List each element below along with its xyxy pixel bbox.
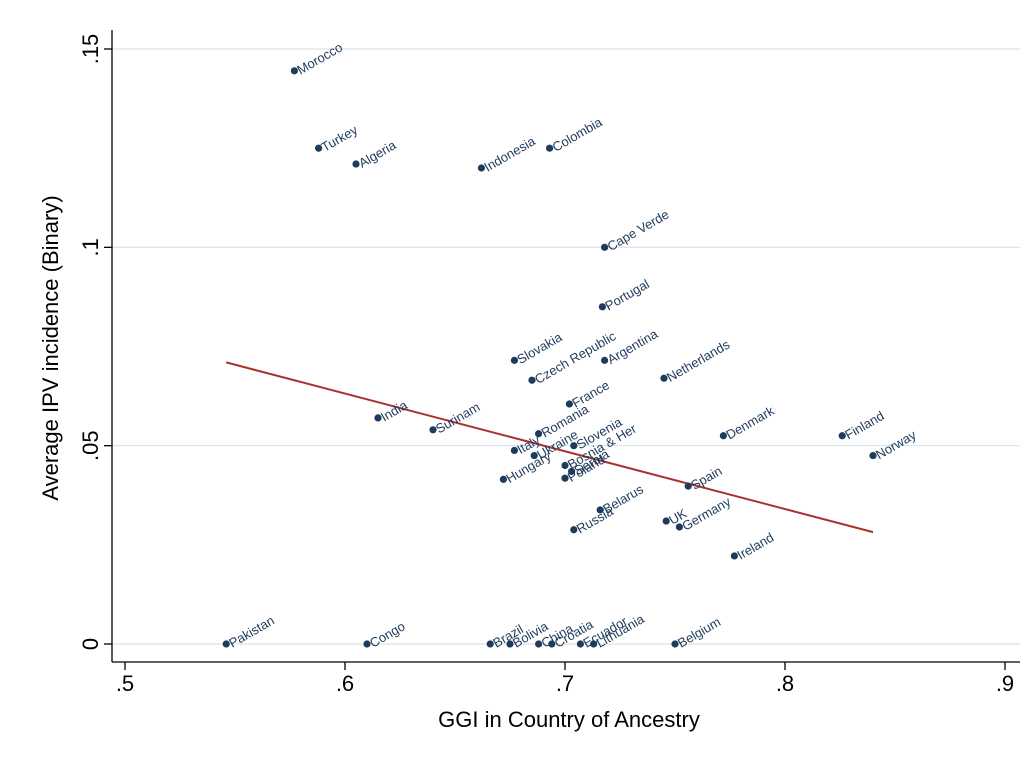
data-point — [486, 640, 494, 648]
data-point — [596, 506, 604, 514]
data-point — [352, 160, 360, 168]
data-point — [315, 144, 323, 152]
data-point — [530, 451, 538, 460]
y-tick-label: .05 — [78, 430, 103, 461]
data-point — [561, 474, 569, 482]
data-point — [869, 451, 877, 460]
data-point — [429, 426, 437, 434]
data-point — [535, 640, 543, 648]
y-axis-title: Average IPV incidence (Binary) — [38, 195, 63, 500]
x-axis-title: GGI in Country of Ancestry — [438, 707, 700, 732]
y-tick-label: .1 — [78, 238, 103, 256]
data-point — [561, 461, 569, 470]
fit-line — [225, 361, 874, 534]
data-point — [546, 144, 554, 152]
data-point — [730, 552, 739, 560]
data-point — [576, 640, 585, 648]
data-point — [660, 374, 668, 382]
data-point — [719, 432, 728, 440]
y-tick-label: .15 — [78, 34, 103, 65]
data-point — [290, 67, 298, 75]
data-point — [671, 640, 679, 648]
data-point — [570, 526, 578, 534]
data-point — [374, 414, 382, 422]
data-point — [662, 517, 670, 525]
data-point — [838, 432, 846, 440]
data-point — [528, 376, 536, 384]
data-point — [590, 640, 598, 648]
data-point — [510, 446, 518, 455]
data-point — [570, 442, 578, 450]
data-point — [675, 523, 684, 531]
y-tick-label: 0 — [78, 638, 103, 650]
data-point — [535, 430, 543, 438]
data-point — [598, 303, 607, 311]
data-point — [222, 640, 230, 648]
data-point — [363, 640, 371, 648]
x-tick-label: .7 — [556, 671, 574, 696]
data-point — [499, 475, 507, 483]
data-point — [601, 356, 609, 364]
data-point — [565, 400, 574, 408]
data-point — [684, 482, 692, 490]
axis-layer: 0 .05 .1 .15 .5 .6 .7 .8 .9 — [78, 30, 1020, 696]
x-tick-label: .8 — [776, 671, 794, 696]
grid-layer — [112, 48, 1020, 645]
x-tick-label: .5 — [116, 671, 134, 696]
x-tick-label: .9 — [996, 671, 1014, 696]
x-tick-label: .6 — [336, 671, 354, 696]
data-point — [510, 356, 518, 364]
data-point — [601, 243, 609, 251]
data-point — [477, 164, 485, 172]
fit-line-layer — [225, 361, 874, 534]
data-point — [568, 467, 576, 476]
data-point — [548, 640, 556, 648]
data-point — [506, 640, 514, 648]
